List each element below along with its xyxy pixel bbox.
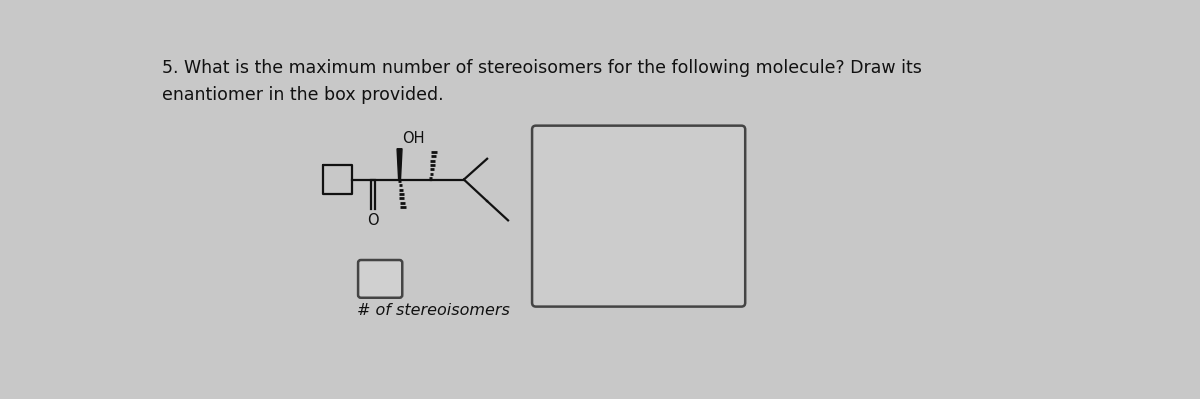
Text: # of stereoisomers: # of stereoisomers: [356, 303, 510, 318]
Text: 5. What is the maximum number of stereoisomers for the following molecule? Draw : 5. What is the maximum number of stereoi…: [162, 59, 922, 77]
FancyBboxPatch shape: [358, 260, 402, 298]
Text: enantiomer in the box provided.: enantiomer in the box provided.: [162, 86, 443, 104]
Polygon shape: [397, 149, 402, 180]
Text: O: O: [367, 213, 379, 229]
FancyBboxPatch shape: [532, 126, 745, 306]
Text: OH: OH: [402, 130, 425, 146]
